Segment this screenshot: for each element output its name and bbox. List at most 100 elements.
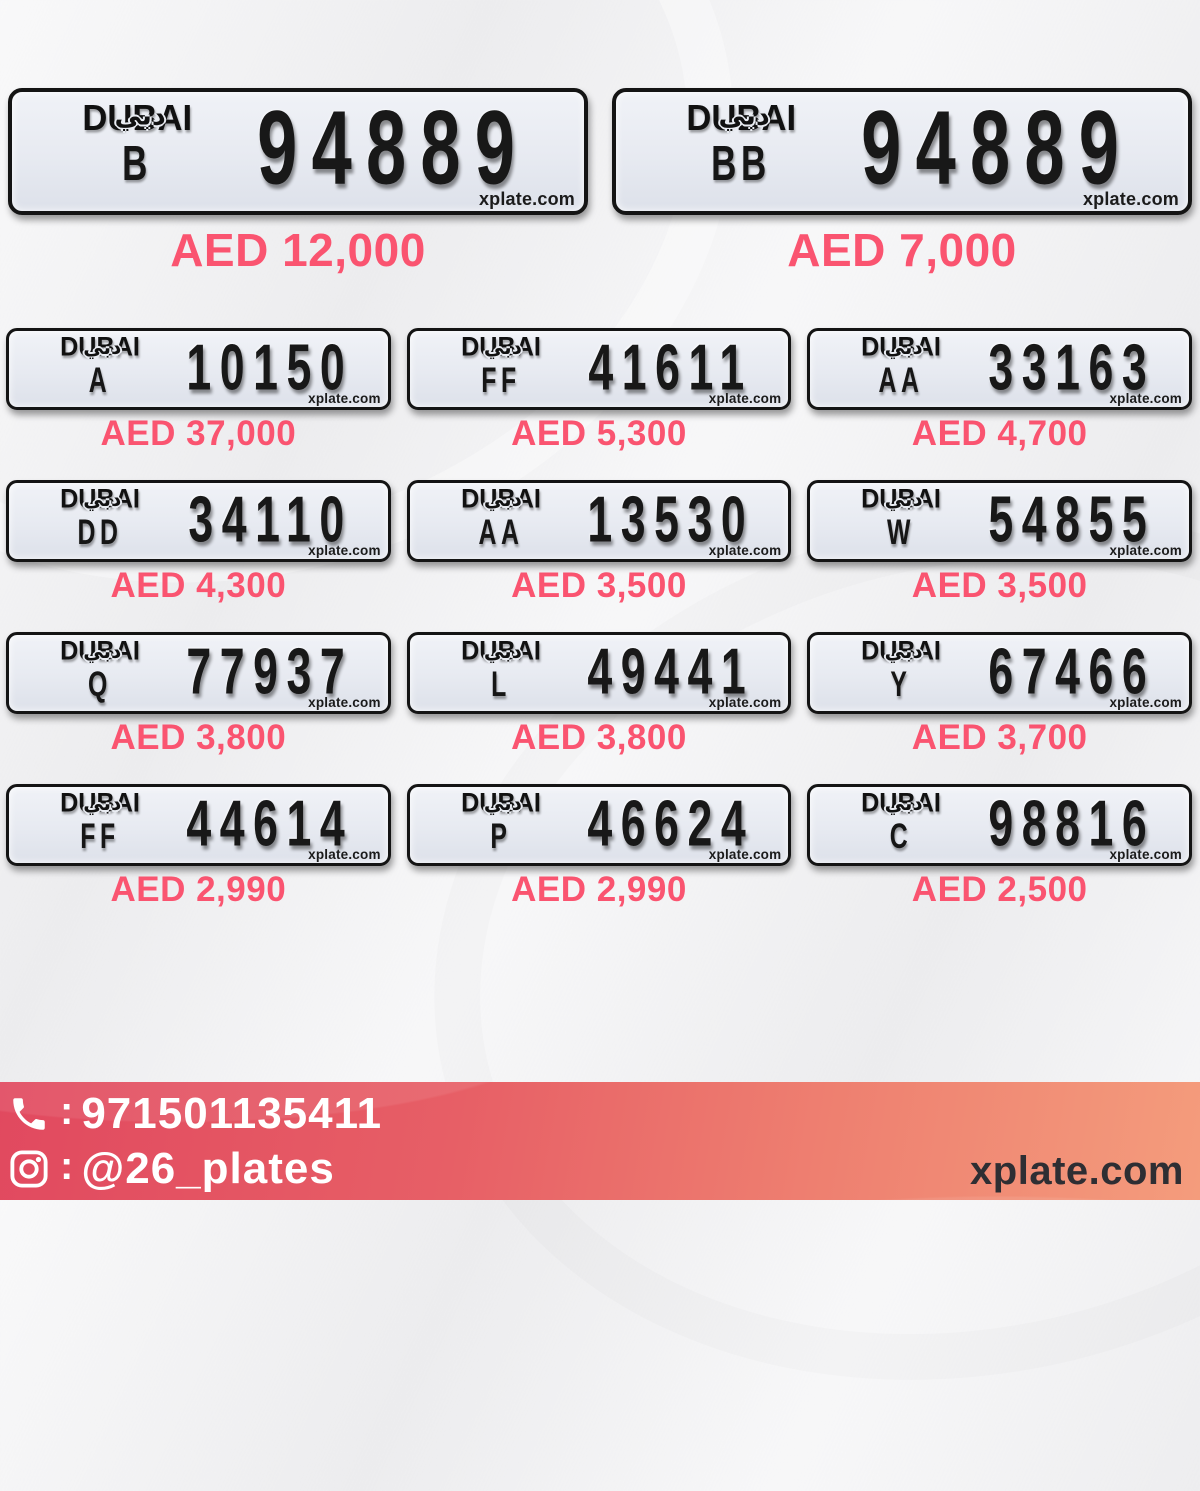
dubai-plate-logo: DUBAI دبي: [60, 334, 140, 360]
instagram-contact-row[interactable]: : @26_plates: [6, 1141, 382, 1196]
plate-card: DUBAI دبي A 10150 xplate.com: [6, 328, 391, 410]
dubai-plate-logo: DUBAI دبي: [461, 638, 541, 664]
plate-number-text: 49441: [587, 633, 755, 707]
plate-price: AED 2,990: [110, 870, 287, 909]
dubai-logo-latin: DUBAI: [460, 788, 541, 819]
dubai-logo-latin: DUBAI: [861, 484, 942, 515]
xplate-watermark: xplate.com: [708, 847, 782, 863]
plate-left-block: DUBAI دبي L: [426, 638, 576, 704]
plate-left-block: DUBAI دبي Y: [826, 638, 976, 704]
plate-card: DUBAI دبي C 98816 xplate.com: [807, 784, 1192, 866]
dubai-logo-latin: DUBAI: [60, 636, 140, 667]
dubai-plate-logo: DUBAI دبي: [861, 334, 941, 360]
dubai-logo-arabic: دبي: [884, 638, 923, 663]
xplate-watermark: xplate.com: [708, 695, 782, 711]
plate-number: 49441: [580, 633, 763, 707]
xplate-watermark: xplate.com: [1109, 847, 1182, 863]
dubai-logo-arabic: دبي: [884, 486, 923, 511]
phone-icon: [6, 1091, 52, 1137]
dubai-logo-arabic: دبي: [83, 790, 122, 815]
dubai-logo-latin: DUBAI: [460, 332, 541, 363]
dubai-logo-arabic: دبي: [483, 638, 522, 663]
plate-number: 44614: [179, 785, 362, 858]
plate-price: AED 3,700: [911, 718, 1088, 757]
plate-code: C: [890, 817, 913, 856]
plate-card: DUBAI دبي W 54855 xplate.com: [807, 480, 1192, 562]
plate-card: DUBAI دبي FF 44614 xplate.com: [6, 784, 391, 866]
plate-price: AED 5,300: [511, 414, 687, 453]
dubai-plate-logo: DUBAI دبي: [60, 636, 140, 667]
plate-number-text: 46624: [587, 785, 755, 859]
dubai-plate-logo: DUBAI دبي: [460, 788, 541, 819]
plate-left-block: DUBAI دبي A: [25, 334, 175, 400]
plate-price: AED 4,300: [110, 566, 287, 605]
plate-number-text: 41611: [588, 329, 754, 403]
plate-card: DUBAI دبي P 46624 xplate.com: [406, 784, 792, 866]
plate-left-block: DUBAI دبي W: [826, 484, 976, 552]
plate-card: DUBAI دبي FF 41611 xplate.com: [406, 328, 792, 410]
dubai-logo-latin: DUBAI: [60, 788, 140, 819]
phone-number: 971501135411: [81, 1088, 383, 1138]
phone-contact-row[interactable]: : 971501135411: [6, 1086, 382, 1141]
dubai-logo-arabic: دبي: [114, 100, 166, 132]
dubai-plate-logo: DUBAI دبي: [861, 790, 941, 816]
plate-code: AA: [478, 513, 524, 552]
plate-cell: DUBAI دبي L 49441 xplate.com AED 3,800: [406, 632, 792, 758]
plate-number-text: 67466: [988, 633, 1156, 707]
xplate-watermark: xplate.com: [308, 695, 381, 711]
plate-cell: DUBAI دبي P 46624 xplate.com AED 2,990: [406, 784, 792, 910]
dubai-plate-logo: DUBAI دبي: [82, 97, 192, 138]
phone-separator: :: [60, 1088, 74, 1133]
plate-number: 94889: [846, 90, 1148, 207]
footer-contact-lines: : 971501135411 : @26_plates: [6, 1086, 382, 1196]
plate-price: AED 2,500: [911, 870, 1088, 909]
featured-plate-cell: DUBAI دبي B 94889 xplate.com AED 12,000: [8, 88, 588, 277]
plate-code: L: [490, 665, 511, 704]
plate-code: Y: [890, 665, 912, 704]
plate-number: 41611: [580, 329, 763, 403]
plate-number-text: 98816: [988, 785, 1156, 859]
plate-card: DUBAI دبي DD 34110 xplate.com: [6, 480, 391, 562]
plate-number-text: 13530: [587, 481, 755, 555]
plate-number-text: 94889: [256, 89, 530, 208]
dubai-logo-arabic: دبي: [83, 334, 122, 359]
plate-number: 34110: [179, 481, 362, 554]
plate-price: AED 2,990: [511, 870, 687, 909]
plate-code: P: [490, 817, 512, 856]
xplate-watermark: xplate.com: [308, 847, 381, 863]
plate-code: BB: [711, 137, 771, 192]
dubai-logo-arabic: دبي: [83, 638, 122, 663]
plate-price: AED 12,000: [170, 224, 426, 276]
dubai-logo-arabic: دبي: [483, 790, 522, 815]
plate-card: DUBAI دبي BB 94889 xplate.com: [612, 88, 1192, 215]
dubai-plate-logo: DUBAI دبي: [60, 788, 140, 819]
plate-number-text: 33163: [988, 329, 1156, 403]
plate-number: 77937: [179, 633, 362, 706]
dubai-logo-arabic: دبي: [83, 486, 122, 511]
dubai-logo-arabic: دبي: [718, 100, 770, 132]
plate-number: 67466: [980, 633, 1163, 707]
plate-card: DUBAI دبي AA 33163 xplate.com: [807, 328, 1192, 410]
instagram-separator: :: [60, 1143, 74, 1188]
dubai-logo-arabic: دبي: [884, 790, 923, 815]
plate-code: Q: [88, 665, 112, 704]
plate-left-block: DUBAI دبي P: [426, 788, 576, 856]
dubai-logo-latin: DUBAI: [686, 97, 796, 138]
plate-cell: DUBAI دبي AA 13530 xplate.com AED 3,500: [406, 480, 792, 606]
dubai-logo-latin: DUBAI: [82, 97, 192, 138]
plate-left-block: DUBAI دبي AA: [426, 486, 576, 552]
plate-cell: DUBAI دبي Q 77937 xplate.com AED 3,800: [6, 632, 391, 758]
plate-price: AED 37,000: [100, 414, 297, 453]
xplate-watermark: xplate.com: [478, 189, 575, 210]
plate-card: DUBAI دبي Q 77937 xplate.com: [6, 632, 391, 714]
plate-cell: DUBAI دبي DD 34110 xplate.com AED 4,300: [6, 480, 391, 606]
dubai-plate-logo: DUBAI دبي: [60, 486, 140, 512]
plate-left-block: DUBAI دبي Q: [25, 636, 175, 704]
plate-code: FF: [80, 817, 120, 856]
plate-price: AED 4,700: [911, 414, 1088, 453]
plate-left-block: DUBAI دبي DD: [25, 486, 175, 552]
plate-left-block: DUBAI دبي B: [42, 97, 232, 191]
plate-price: AED 3,500: [511, 566, 687, 605]
xplate-watermark: xplate.com: [308, 391, 381, 407]
plate-cell: DUBAI دبي C 98816 xplate.com AED 2,500: [807, 784, 1192, 910]
